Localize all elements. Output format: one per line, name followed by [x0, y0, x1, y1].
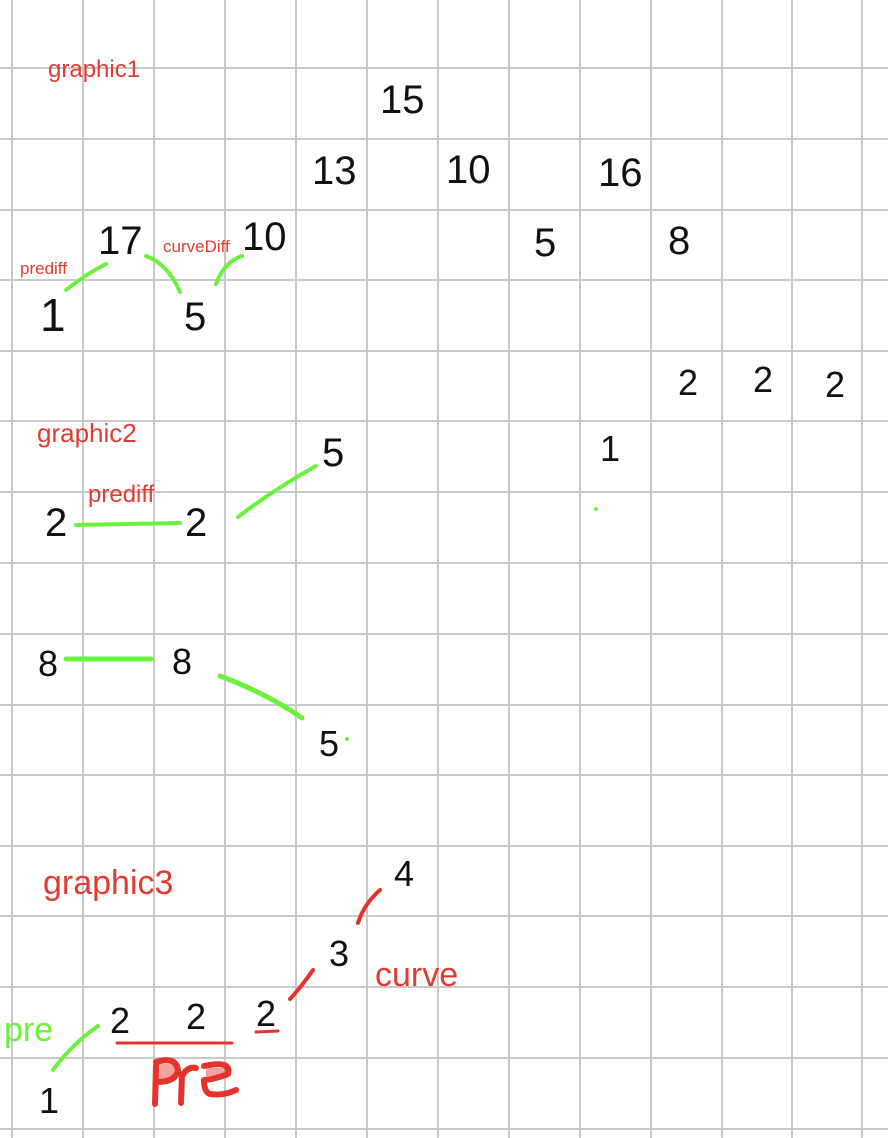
graphic1-section: graphic1 15 13 10 16 17 10 5 8 1 5 2 2 2…: [20, 56, 845, 405]
g3-number-4: 4: [394, 853, 414, 894]
g2-number-5b: 5: [319, 723, 339, 764]
graphic3-section: graphic3 4 3 2 2 2 1 curve pre: [4, 853, 458, 1121]
g3-underline-2c: [254, 1029, 280, 1034]
g1-curve-down-stroke: [144, 254, 182, 294]
g2-green-dot-b: [345, 737, 349, 741]
g2-label-prediff: prediff: [88, 481, 155, 508]
g2-down-stroke: [217, 673, 305, 721]
g3-label-pre-green: pre: [4, 1011, 53, 1049]
g2-up-stroke: [236, 464, 318, 519]
g2-number-8a: 8: [38, 643, 58, 684]
g1-number-2b: 2: [753, 359, 773, 400]
g2-number-8b: 8: [172, 641, 192, 682]
g1-number-10a: 10: [446, 148, 491, 192]
g1-curve-up-stroke: [214, 254, 244, 286]
g2-number-5a: 5: [322, 431, 344, 475]
g1-number-5a: 5: [534, 221, 556, 265]
g3-number-2b: 2: [186, 996, 206, 1037]
g3-pre-green-stroke: [51, 1024, 100, 1072]
g1-number-10b: 10: [242, 215, 287, 259]
g1-number-2c: 2: [825, 364, 845, 405]
g1-number-13: 13: [312, 149, 357, 193]
graphic2-section: graphic2 5 1 2 2 8 8 5 prediff: [37, 418, 620, 764]
g3-number-3: 3: [329, 933, 349, 974]
g1-prediff-stroke: [64, 262, 108, 292]
g1-number-17: 17: [98, 219, 143, 263]
g1-number-2a: 2: [678, 362, 698, 403]
g1-label-curvediff: curveDiff: [163, 237, 230, 256]
graphic1-title: graphic1: [48, 56, 140, 83]
g3-number-2c: 2: [256, 993, 276, 1034]
g3-label-pre-handwritten: [152, 1057, 239, 1107]
graphic2-title: graphic2: [37, 418, 137, 448]
g3-curve-stroke-b: [356, 888, 382, 925]
g2-number-2a: 2: [45, 501, 67, 545]
g1-number-15: 15: [380, 78, 425, 122]
g1-number-8: 8: [668, 219, 690, 263]
g1-label-prediff: prediff: [20, 259, 67, 278]
g3-pre-fill-b: [206, 1068, 228, 1078]
g3-number-2a: 2: [110, 1000, 130, 1041]
g2-number-1: 1: [600, 428, 620, 469]
graphic3-title: graphic3: [43, 864, 173, 902]
g2-number-2b: 2: [185, 501, 207, 545]
g3-curve-stroke-a: [288, 968, 315, 1001]
g1-number-1: 1: [40, 289, 66, 341]
g1-number-16: 16: [598, 151, 643, 195]
g3-label-curve: curve: [375, 956, 458, 994]
g2-flat-stroke-a: [74, 521, 182, 527]
g1-number-5b: 5: [184, 295, 206, 339]
g2-green-dot-a: [594, 507, 598, 511]
g3-number-1: 1: [39, 1080, 59, 1121]
g3-pre-fill-a: [157, 1064, 175, 1080]
